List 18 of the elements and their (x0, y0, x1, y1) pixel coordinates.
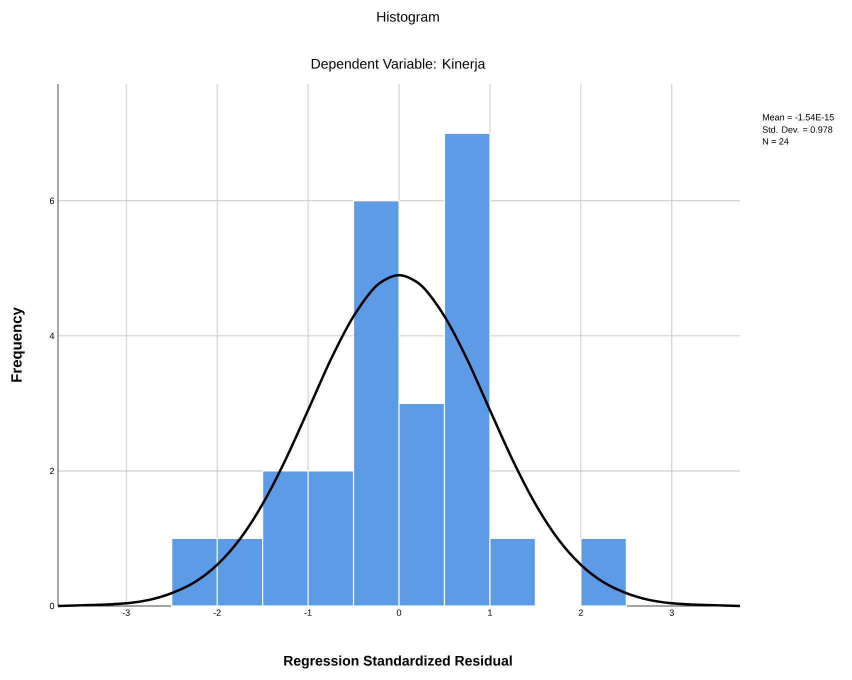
x-tick-label: 1 (488, 610, 492, 616)
text: N = 24 (762, 138, 789, 144)
x-axis-title: Regression Standardized Residual (284, 655, 512, 669)
x-tick-label: -2 (214, 610, 221, 616)
x-tick-label: -3 (122, 610, 130, 616)
y-tick-label: 0 (50, 602, 54, 610)
text: Std. Dev. = 0.978 (762, 126, 832, 133)
y-axis-title: Frequency (11, 307, 25, 382)
y-tick-label: 6 (50, 198, 54, 204)
chart-title: Histogram (377, 11, 439, 24)
x-tick-label: -1 (304, 610, 312, 616)
y-tick-label: 4 (50, 332, 54, 339)
x-tick-label: 2 (578, 610, 583, 616)
y-tick-label: 2 (50, 468, 54, 474)
chart-subtitle: Dependent Variable: Kinerja (312, 58, 486, 72)
x-tick-label: 0 (396, 610, 402, 616)
text: Mean = -1.54E-15 (762, 114, 834, 120)
x-tick-label: 3 (670, 610, 674, 616)
